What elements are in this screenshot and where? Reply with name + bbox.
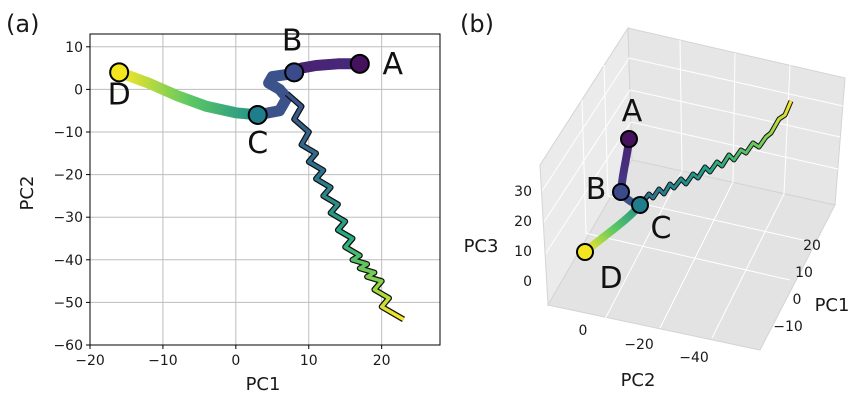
marker-d-label: D — [108, 77, 131, 112]
pc2-ticks: 0 −20 −40 — [579, 323, 709, 366]
marker-3d-c — [631, 196, 649, 214]
x-tick-label: 0 — [231, 353, 240, 369]
plot-a: −20 −10 0 10 20 10 0 −10 −20 −30 −40 −50 −60 A B C D — [53, 23, 441, 369]
pc2-axis-label: PC2 — [621, 370, 656, 391]
pc1-tick: 0 — [793, 292, 802, 308]
trajectory-segment-bc — [252, 66, 300, 121]
plot-a-frame — [89, 33, 441, 346]
y-tick-label: 0 — [74, 82, 83, 98]
y-tick-label: 10 — [65, 40, 83, 56]
y-tick-label: −40 — [53, 253, 83, 269]
trajectory-segment-cd — [113, 66, 264, 121]
pc3-axis-label: PC3 — [464, 236, 499, 257]
y-tick-label: −50 — [53, 295, 83, 311]
marker-3d-d-label: D — [599, 261, 622, 296]
pc2-tick: −20 — [624, 337, 654, 353]
pc1-ticks: 20 10 0 −10 — [773, 238, 821, 335]
marker-c — [247, 104, 268, 125]
y-axis-label-a: PC2 — [17, 176, 38, 211]
y-tick-label: −20 — [53, 168, 83, 184]
marker-b — [284, 62, 305, 83]
panel-a-label: (a) — [6, 10, 39, 38]
marker-3d-a — [620, 130, 638, 148]
plot-b-3d: A B C D 30 20 10 0 PC3 0 −20 −40 PC2 20 … — [464, 26, 850, 391]
y-tick-label: −10 — [53, 125, 83, 141]
marker-b-label: B — [282, 23, 303, 58]
y-ticks-a: 10 0 −10 −20 −30 −40 −50 −60 — [53, 40, 90, 354]
marker-3d-b-label: B — [586, 172, 607, 207]
pc3-tick: 0 — [523, 274, 532, 290]
marker-3d-a-label: A — [622, 94, 643, 129]
pc1-tick: 10 — [795, 265, 813, 281]
pc1-axis-label: PC1 — [815, 295, 850, 316]
markers-a: A B C D — [108, 23, 404, 161]
trajectory-3d-tail — [631, 100, 793, 207]
x-ticks-a: −20 −10 0 10 20 — [75, 345, 391, 369]
pc3-ticks: 30 20 10 0 — [514, 184, 532, 290]
pc3-tick: 30 — [514, 184, 532, 200]
pc3-tick: 20 — [514, 214, 532, 230]
x-tick-label: 10 — [300, 353, 318, 369]
trajectory-tail — [285, 92, 405, 321]
x-tick-label: −20 — [75, 353, 105, 369]
marker-3d-c-label: C — [651, 211, 672, 246]
marker-c-label: C — [247, 126, 268, 161]
marker-a — [349, 53, 370, 74]
y-tick-label: −60 — [53, 338, 83, 354]
marker-a-label: A — [383, 47, 404, 82]
markers-b: A B C D — [576, 94, 672, 296]
panel-b-label: (b) — [460, 10, 494, 38]
marker-d — [109, 62, 130, 83]
marker-3d-d — [576, 243, 594, 261]
trajectory-a — [113, 58, 406, 322]
grid-b — [541, 39, 844, 339]
pc3-tick: 10 — [514, 244, 532, 260]
pc2-tick: −40 — [679, 350, 709, 366]
y-tick-label: −30 — [53, 210, 83, 226]
pc1-tick: −10 — [773, 319, 803, 335]
pane-floor — [547, 159, 836, 351]
pc1-tick: 20 — [803, 238, 821, 254]
x-axis-label-a: PC1 — [246, 374, 281, 393]
marker-3d-b — [612, 183, 630, 201]
x-tick-label: 20 — [373, 353, 391, 369]
pc2-tick: 0 — [579, 323, 588, 339]
x-tick-label: −10 — [148, 353, 178, 369]
